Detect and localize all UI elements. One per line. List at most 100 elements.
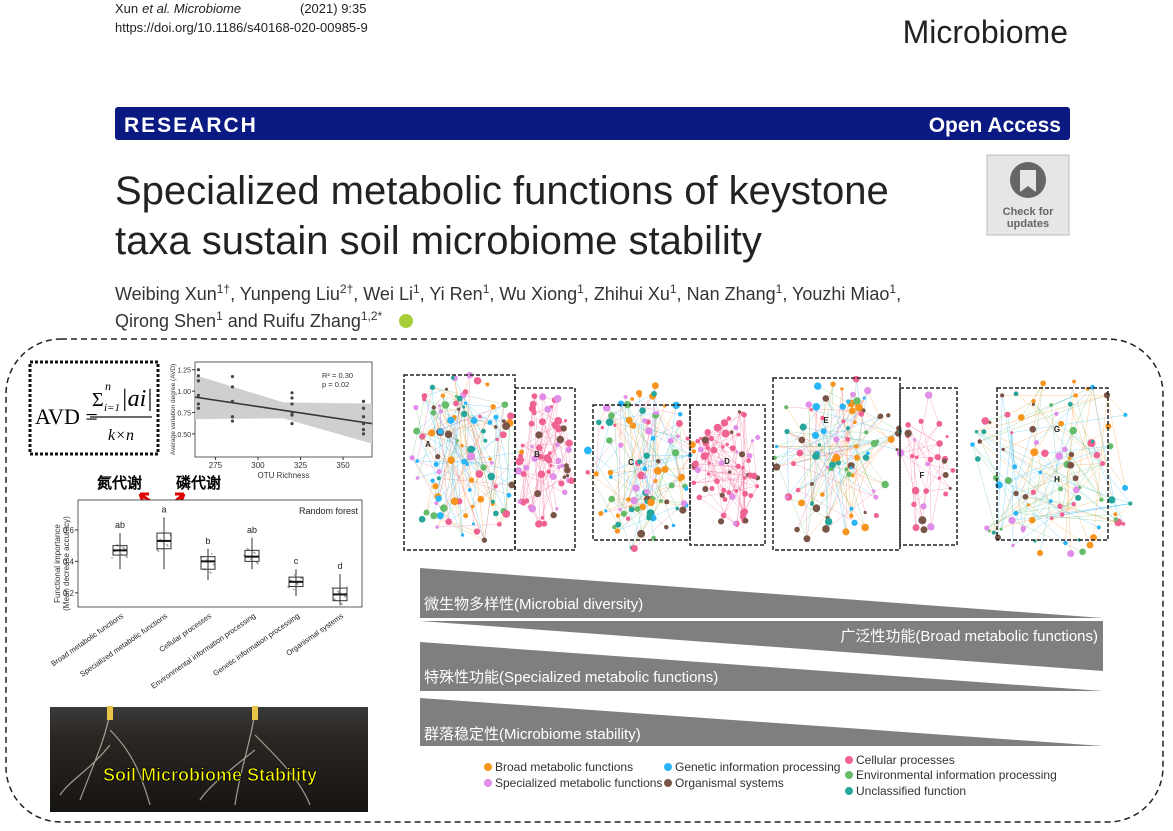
network-edge — [693, 477, 758, 484]
network-node — [887, 435, 895, 443]
network-edge — [443, 440, 458, 509]
author-line: Qirong Shen1 and Ruifu Zhang1,2* — [115, 309, 383, 331]
network-node — [1121, 521, 1126, 526]
network-node — [912, 524, 920, 532]
network-edge — [913, 504, 917, 528]
legend-swatch — [845, 756, 853, 764]
orcid-icon[interactable] — [399, 314, 413, 328]
scatter-point — [361, 415, 366, 419]
network-node — [1026, 503, 1031, 507]
network-box — [689, 404, 766, 546]
network-node — [538, 418, 546, 426]
network-edge — [610, 455, 647, 473]
network-node — [430, 512, 438, 520]
network-node — [845, 436, 851, 442]
network-edge — [1070, 404, 1102, 500]
network-node — [470, 504, 475, 509]
network-node — [988, 420, 992, 424]
network-node — [493, 510, 499, 517]
gradient-label: 广泛性功能(Broad metabolic functions) — [840, 628, 1098, 645]
author-separator: and — [223, 311, 263, 331]
network-edge — [653, 440, 671, 519]
network-node — [549, 473, 557, 481]
network-edge — [976, 394, 1108, 433]
network-node — [661, 465, 669, 473]
scatter-point — [361, 399, 366, 403]
network-node — [433, 461, 439, 467]
network-node — [608, 412, 615, 419]
author-name: Yi Ren — [429, 284, 482, 304]
network-edge — [722, 446, 724, 496]
network-edge — [1044, 453, 1074, 505]
network-edge — [1033, 457, 1070, 493]
network-node — [1040, 380, 1047, 387]
network-node — [539, 393, 547, 401]
network-node — [461, 458, 467, 465]
network-node — [1122, 484, 1129, 491]
network-node — [841, 419, 846, 424]
network-node — [655, 411, 660, 415]
network-node — [822, 525, 830, 533]
network-edge — [563, 428, 568, 471]
network-edge — [796, 394, 854, 530]
network-edge — [1064, 449, 1116, 515]
network-node — [1096, 525, 1101, 530]
network-edge — [1031, 500, 1051, 521]
network-edge — [841, 388, 852, 516]
network-label: E — [823, 416, 829, 425]
author-name: Ruifu Zhang — [263, 311, 361, 331]
network-node — [855, 403, 863, 412]
network-node — [415, 459, 420, 463]
network-edge — [439, 431, 480, 475]
network-edge — [505, 422, 510, 514]
network-node — [437, 428, 444, 435]
network-edge — [927, 463, 954, 471]
network-edge — [979, 441, 1051, 502]
network-edge — [986, 488, 1061, 529]
network-edge — [424, 388, 447, 397]
network-edge — [716, 481, 724, 516]
network-edge — [1002, 449, 1051, 502]
network-node — [706, 472, 711, 476]
network-edge — [605, 485, 672, 512]
author-separator: , — [896, 284, 901, 304]
network-node — [1031, 402, 1035, 407]
network-node — [664, 524, 669, 530]
network-node — [918, 418, 924, 424]
network-edge — [786, 431, 833, 461]
network-node — [729, 493, 736, 501]
network-node — [854, 444, 859, 449]
network-node — [831, 458, 835, 463]
network-edge — [1061, 430, 1074, 515]
network-node — [650, 435, 656, 441]
network-node — [462, 389, 469, 395]
gradient-label: 微生物多样性(Microbial diversity) — [424, 596, 643, 613]
network-node — [812, 452, 820, 460]
network-node — [1020, 525, 1027, 532]
network-node — [727, 470, 732, 474]
network-node — [471, 522, 476, 526]
network-edge — [916, 423, 940, 458]
network-node — [534, 490, 542, 498]
check-badge[interactable]: Check for updates — [986, 154, 1070, 236]
soil-photo — [50, 707, 368, 812]
network-node — [1030, 448, 1039, 457]
network-node — [729, 445, 736, 452]
network-node — [508, 481, 516, 489]
jitter-dot — [339, 601, 342, 604]
network-edge — [811, 415, 889, 485]
network-edge — [521, 459, 540, 525]
author-separator: , — [584, 284, 594, 304]
network-node — [927, 456, 934, 463]
scatter-point — [196, 402, 201, 406]
network-edge — [439, 405, 468, 465]
network-node — [845, 399, 851, 404]
network-node — [814, 382, 822, 390]
network-node — [873, 494, 879, 500]
network-node — [1123, 412, 1128, 417]
network-node — [820, 428, 827, 435]
network-node — [419, 433, 426, 440]
network-edge — [723, 474, 749, 516]
network-node — [846, 471, 852, 478]
